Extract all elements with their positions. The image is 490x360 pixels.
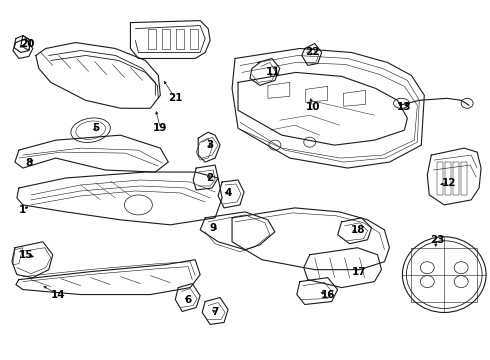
Text: 7: 7 xyxy=(211,307,219,318)
Text: 6: 6 xyxy=(185,294,192,305)
Text: 14: 14 xyxy=(50,289,65,300)
Text: 11: 11 xyxy=(266,67,280,77)
Text: 18: 18 xyxy=(350,225,365,235)
Text: 22: 22 xyxy=(305,48,320,58)
Text: 10: 10 xyxy=(305,102,320,112)
Text: 5: 5 xyxy=(92,123,99,133)
Text: 9: 9 xyxy=(210,223,217,233)
Text: 13: 13 xyxy=(397,102,412,112)
Text: 2: 2 xyxy=(206,173,214,183)
Text: 3: 3 xyxy=(206,140,214,150)
Text: 12: 12 xyxy=(442,178,457,188)
Text: 21: 21 xyxy=(168,93,182,103)
Text: 17: 17 xyxy=(352,267,367,276)
Text: 1: 1 xyxy=(19,205,26,215)
Text: 15: 15 xyxy=(19,250,33,260)
Text: 4: 4 xyxy=(224,188,232,198)
Text: 20: 20 xyxy=(21,39,35,49)
Text: 16: 16 xyxy=(320,289,335,300)
Text: 19: 19 xyxy=(153,123,168,133)
Text: 23: 23 xyxy=(430,235,444,245)
Text: 8: 8 xyxy=(25,158,32,168)
